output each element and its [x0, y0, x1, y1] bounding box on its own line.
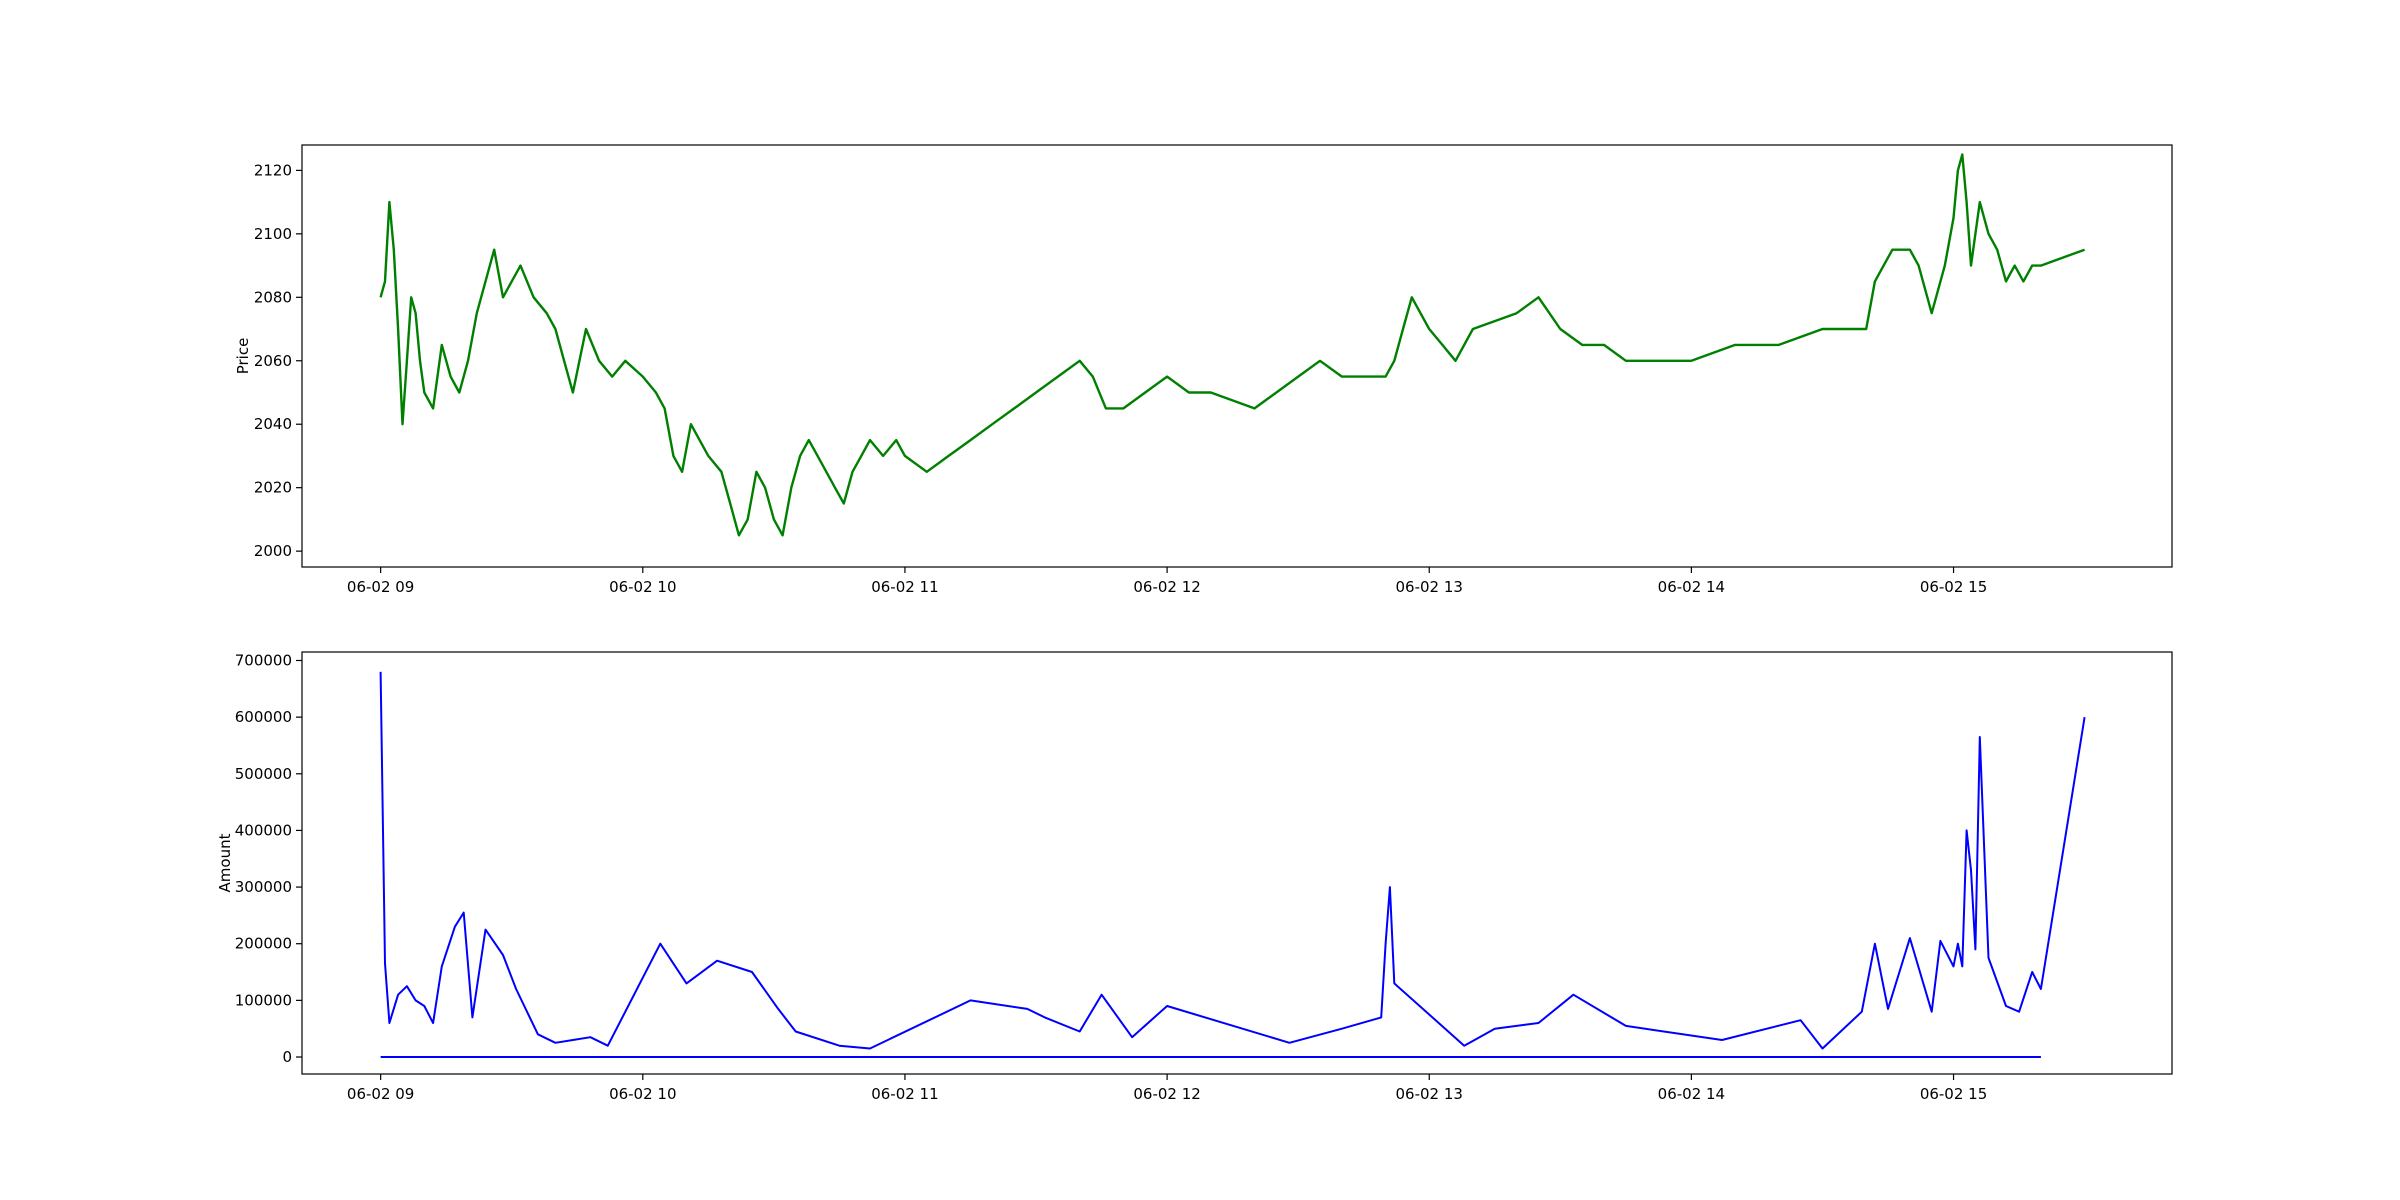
amount-x-tick-label: 06-02 12 [1133, 1085, 1200, 1103]
amount-x-tick-label: 06-02 14 [1658, 1085, 1725, 1103]
amount-y-tick-label: 700000 [235, 651, 292, 669]
price-x-tick-label: 06-02 14 [1658, 578, 1725, 596]
amount-series-line [379, 671, 2086, 1050]
price-x-tick-label: 06-02 13 [1396, 578, 1463, 596]
price-y-tick-label: 2000 [254, 542, 292, 560]
amount-axes-frame [301, 651, 2173, 1075]
price-x-tick-label: 06-02 11 [871, 578, 938, 596]
amount-y-tick-label: 600000 [235, 708, 292, 726]
amount-x-tick-label: 06-02 15 [1920, 1085, 1987, 1103]
price-y-tick-label: 2100 [254, 225, 292, 243]
price-y-tick-label: 2120 [254, 161, 292, 179]
amount-y-tick-label: 100000 [235, 991, 292, 1009]
amount-y-tick-label: 300000 [235, 878, 292, 896]
price-y-tick-label: 2040 [254, 415, 292, 433]
price-series-line [379, 153, 2086, 537]
amount-x-tick-label: 06-02 11 [871, 1085, 938, 1103]
price-y-tick-label: 2020 [254, 479, 292, 497]
amount-y-tick-label: 400000 [235, 821, 292, 839]
price-x-tick-label: 06-02 10 [609, 578, 676, 596]
price-x-tick-label: 06-02 12 [1133, 578, 1200, 596]
amount-x-tick-label: 06-02 09 [347, 1085, 414, 1103]
price-x-tick-label: 06-02 15 [1920, 578, 1987, 596]
price-x-tick-label: 06-02 09 [347, 578, 414, 596]
amount-x-tick-label: 06-02 13 [1396, 1085, 1463, 1103]
price-axes-frame [301, 144, 2173, 568]
price-y-tick-label: 2080 [254, 288, 292, 306]
amount-panel: 06-02 09 06-02 10 06-02 11 06-02 12 06-02 13… [216, 651, 2173, 1103]
price-panel: 06-02 09 06-02 10 06-02 11 06-02 12 06-02 13… [234, 144, 2173, 596]
amount-y-tick-label: 0 [282, 1048, 292, 1066]
amount-y-axis-label: Amount [216, 833, 234, 892]
amount-x-tick-label: 06-02 10 [609, 1085, 676, 1103]
amount-y-tick-label: 500000 [235, 765, 292, 783]
price-y-tick-label: 2060 [254, 352, 292, 370]
price-y-axis-label: Price [234, 338, 252, 375]
amount-y-tick-label: 200000 [235, 935, 292, 953]
